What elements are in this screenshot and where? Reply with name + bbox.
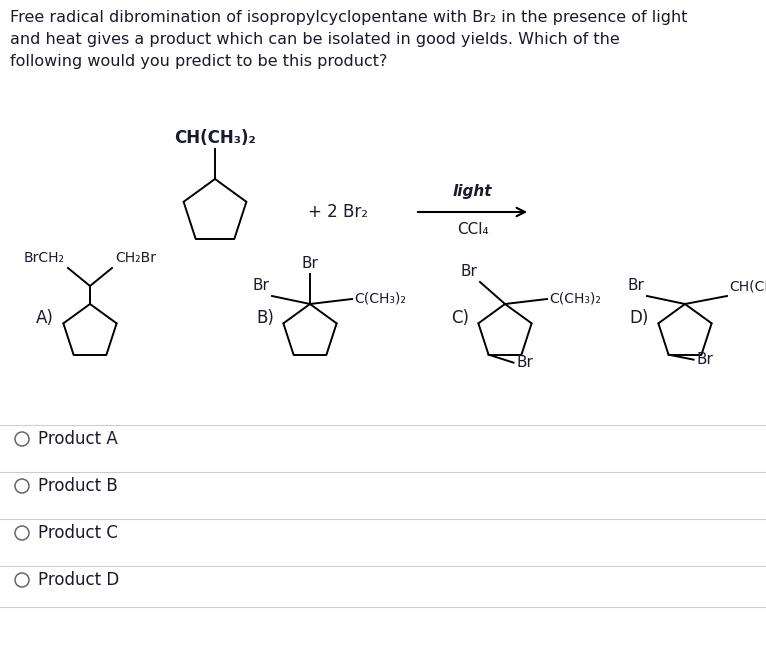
- Text: Br: Br: [460, 264, 477, 279]
- Text: A): A): [36, 309, 54, 327]
- Text: Product D: Product D: [38, 571, 119, 589]
- Text: BrCH₂: BrCH₂: [24, 251, 65, 265]
- Text: Product A: Product A: [38, 430, 118, 448]
- Text: C(CH₃)₂: C(CH₃)₂: [549, 292, 601, 306]
- Text: Br: Br: [302, 256, 319, 271]
- Text: CH(CH₃)₂: CH(CH₃)₂: [174, 129, 256, 147]
- Text: Br: Br: [516, 355, 533, 370]
- Text: light: light: [453, 184, 493, 199]
- Text: B): B): [256, 309, 274, 327]
- Text: CH₂Br: CH₂Br: [115, 251, 156, 265]
- Text: Free radical dibromination of isopropylcyclopentane with Br₂ in the presence of : Free radical dibromination of isopropylc…: [10, 10, 688, 69]
- Text: D): D): [630, 309, 649, 327]
- Text: Product C: Product C: [38, 524, 118, 542]
- Text: CCl₄: CCl₄: [457, 222, 488, 237]
- Text: Br: Br: [627, 278, 644, 293]
- Text: C(CH₃)₂: C(CH₃)₂: [354, 292, 406, 306]
- Text: CH(CH₃)₂: CH(CH₃)₂: [729, 279, 766, 293]
- Text: Br: Br: [252, 278, 269, 293]
- Text: C): C): [451, 309, 469, 327]
- Text: Product B: Product B: [38, 477, 118, 495]
- Text: Br: Br: [696, 352, 713, 367]
- Text: + 2 Br₂: + 2 Br₂: [308, 203, 368, 221]
